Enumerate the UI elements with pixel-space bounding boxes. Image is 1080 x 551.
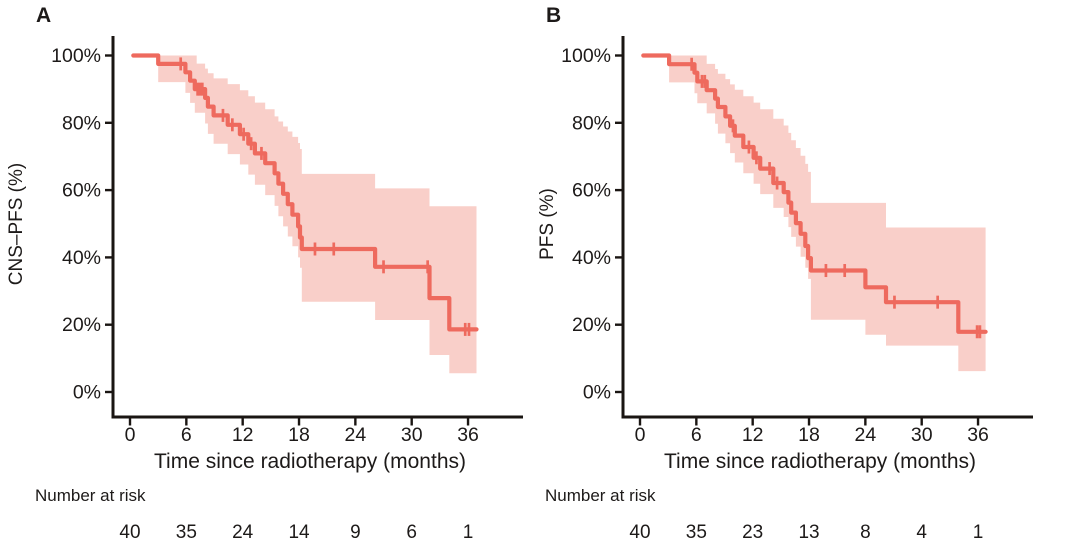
risk-count: 8 [860,522,871,543]
panel-b-plot: 100% 80% 60% 40% 20% 0% 0 6 12 18 24 30 36 40 35 23 13 8 4… [561,36,1033,543]
panel-b-label: B [546,4,562,27]
risk-count: 40 [629,522,650,543]
risk-count: 14 [288,522,310,543]
confidence-band [158,55,477,374]
y-tick-label: 40% [572,247,611,269]
risk-count: 24 [232,522,254,543]
confidence-band [669,55,986,372]
y-tick-label: 100% [561,45,611,67]
survival-curve [131,53,479,332]
panel-a-y-axis-title: CNS–PFS (%) [6,162,27,286]
y-tick-label: 100% [51,45,101,67]
x-tick-label: 0 [125,424,136,446]
x-tick-label: 18 [798,424,820,446]
risk-count: 13 [798,522,819,543]
panel-b: 100% 80% 60% 40% 20% 0% 0 6 12 18 24 30 36 40 35 23 13 8 4… [510,0,1050,551]
risk-count: 1 [973,522,984,543]
x-tick-label: 6 [181,424,192,446]
y-tick-label: 20% [572,314,611,336]
x-tick-label: 6 [691,424,702,446]
x-tick-label: 36 [967,424,989,446]
y-tick-label: 40% [62,247,101,269]
x-tick-label: 24 [855,424,877,446]
x-tick-label: 24 [345,424,367,446]
survival-curve [641,53,988,334]
panel-b-y-axis-title: PFS (%) [537,188,558,260]
x-tick-label: 12 [742,424,764,446]
risk-count: 35 [176,522,197,543]
panel-a-plot: 100% 80% 60% 40% 20% 0% 0 6 12 18 24 30 36 40 35 24 14 9 6… [51,36,523,543]
risk-count: 23 [742,522,763,543]
risk-count: 9 [350,522,361,543]
x-tick-label: 36 [457,424,479,446]
panel-b-x-axis-title: Time since radiotherapy (months) [663,450,976,473]
x-tick-label: 0 [635,424,646,446]
panel-a-x-axis-title: Time since radiotherapy (months) [153,450,466,473]
risk-count: 6 [406,522,417,543]
panel-a-number-at-risk-title: Number at risk [35,486,146,505]
panel-b-number-at-risk-title: Number at risk [545,486,656,505]
x-tick-label: 30 [911,424,933,446]
risk-count: 40 [119,522,140,543]
y-tick-label: 0% [583,382,611,404]
x-tick-label: 12 [232,424,254,446]
risk-count: 4 [916,522,927,543]
x-tick-label: 18 [288,424,310,446]
y-tick-label: 80% [62,112,101,134]
risk-count: 1 [463,522,474,543]
y-tick-label: 80% [572,112,611,134]
y-tick-label: 60% [572,180,611,202]
y-tick-label: 0% [73,382,101,404]
panel-a: 100% 80% 60% 40% 20% 0% 0 6 12 18 24 30 36 40 35 24 14 9 6… [6,4,523,543]
risk-count: 35 [686,522,707,543]
x-tick-label: 30 [401,424,423,446]
y-tick-label: 60% [62,180,101,202]
panel-a-label: A [36,4,52,27]
y-tick-label: 20% [62,314,101,336]
